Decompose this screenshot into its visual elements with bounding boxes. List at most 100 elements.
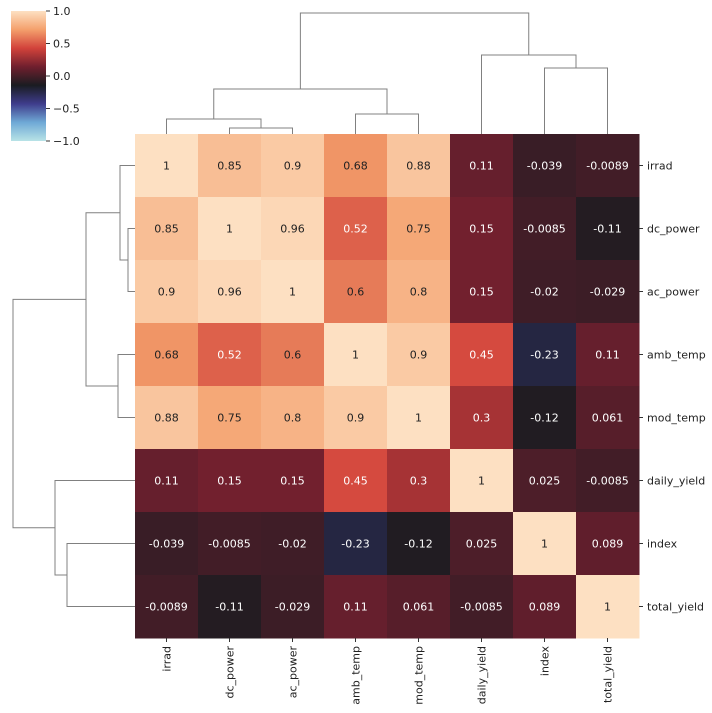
column-dendrogram-link (229, 127, 293, 134)
cell-annotation: 0.6 (347, 286, 365, 299)
colorbar-tick-label: −1.0 (53, 135, 80, 148)
heatmap-cell (387, 512, 451, 576)
cell-annotation: -0.23 (341, 538, 369, 551)
cell-annotation: 0.061 (592, 412, 624, 425)
heatmap-cell (576, 512, 640, 576)
cell-annotation: -0.0089 (586, 160, 628, 173)
column-label: index (539, 646, 552, 677)
heatmap-cell (576, 449, 640, 513)
cell-annotation: -0.029 (275, 601, 310, 614)
cell-annotation: -0.02 (530, 286, 558, 299)
heatmap-cell (450, 449, 514, 513)
heatmap-cell (261, 134, 325, 198)
heatmap-cell (198, 323, 262, 387)
heatmap-cell (450, 386, 514, 450)
heatmap-cell (261, 512, 325, 576)
cell-annotation: 0.85 (217, 160, 242, 173)
cell-annotation: 0.68 (154, 349, 179, 362)
cell-annotation: 0.061 (403, 601, 435, 614)
row-label: ac_power (647, 286, 700, 299)
column-dendrogram-link (544, 67, 608, 134)
cell-annotation: 0.88 (406, 160, 431, 173)
cell-annotation: 0.15 (217, 475, 242, 488)
cell-annotation: 0.75 (406, 223, 431, 236)
row-label: dc_power (647, 223, 700, 236)
cell-annotation: 0.85 (154, 223, 179, 236)
column-label: mod_temp (413, 646, 426, 705)
row-dendrogram (12, 165, 135, 607)
heatmap-cell (450, 260, 514, 324)
column-label: daily_yield (476, 646, 489, 704)
cell-annotation: -0.029 (590, 286, 625, 299)
column-dendrogram-link (166, 118, 262, 134)
heatmap-cell (513, 449, 577, 513)
cell-annotation: 0.9 (284, 160, 302, 173)
cell-annotation: 1 (478, 475, 485, 488)
heatmap-cell (198, 386, 262, 450)
cell-annotation: 1 (415, 412, 422, 425)
row-label: irrad (647, 160, 673, 173)
column-label: irrad (161, 646, 174, 672)
heatmap-cell (450, 512, 514, 576)
row-label: index (647, 538, 678, 551)
cell-annotation: -0.0085 (208, 538, 250, 551)
heatmap-cell (135, 134, 199, 198)
cell-annotation: -0.0085 (523, 223, 565, 236)
row-dendrogram-link (12, 298, 86, 529)
cell-annotation: 1 (289, 286, 296, 299)
column-dendrogram-link (355, 113, 419, 134)
cell-annotation: 0.6 (284, 349, 302, 362)
cell-annotation: 0.11 (469, 160, 494, 173)
heatmap-cell (135, 575, 199, 639)
cell-annotation: 0.9 (158, 286, 176, 299)
heatmap-cell (576, 323, 640, 387)
cell-annotation: 0.025 (529, 475, 561, 488)
cell-annotation: 0.8 (410, 286, 428, 299)
heatmap-cell (576, 575, 640, 639)
cell-annotation: 0.3 (410, 475, 428, 488)
heatmap-cell (198, 512, 262, 576)
heatmap-cell (261, 197, 325, 261)
heatmap-cell (387, 323, 451, 387)
heatmap-cell (324, 197, 388, 261)
heatmap-cell (135, 197, 199, 261)
row-label: total_yield (647, 601, 704, 614)
cell-annotation: 0.8 (284, 412, 302, 425)
heatmap-cell (387, 260, 451, 324)
cell-annotation: 0.11 (154, 475, 179, 488)
colorbar-tick-label: 0.5 (53, 38, 71, 51)
cell-annotation: 0.089 (529, 601, 561, 614)
heatmap-cell (450, 134, 514, 198)
cell-annotation: -0.0085 (586, 475, 628, 488)
cell-annotation: 0.68 (343, 160, 368, 173)
cell-annotation: -0.039 (527, 160, 562, 173)
heatmap-cell (135, 260, 199, 324)
heatmap-cell (198, 260, 262, 324)
cell-annotation: 0.75 (217, 412, 242, 425)
heatmap-cell (450, 197, 514, 261)
cell-annotation: 0.11 (343, 601, 368, 614)
heatmap-cell (324, 386, 388, 450)
cell-annotation: 0.96 (280, 223, 305, 236)
cell-annotation: 0.025 (466, 538, 498, 551)
heatmap-cell (576, 260, 640, 324)
cell-annotation: -0.0089 (145, 601, 187, 614)
row-label: amb_temp (647, 349, 706, 362)
column-dendrogram (166, 12, 608, 134)
heatmap-cell (513, 323, 577, 387)
heatmap-cell (324, 134, 388, 198)
heatmap-cell (450, 575, 514, 639)
column-label: ac_power (287, 646, 300, 699)
cell-annotation: 1 (541, 538, 548, 551)
heatmap-cell (513, 197, 577, 261)
cell-annotation: -0.12 (404, 538, 432, 551)
heatmap-cell (135, 386, 199, 450)
column-label: amb_temp (350, 646, 363, 705)
row-dendrogram-link (85, 212, 120, 387)
heatmap-cell (198, 449, 262, 513)
heatmap-cell (198, 197, 262, 261)
cell-annotation: 0.9 (410, 349, 428, 362)
heatmap-cell (513, 386, 577, 450)
row-dendrogram-link (66, 543, 135, 607)
